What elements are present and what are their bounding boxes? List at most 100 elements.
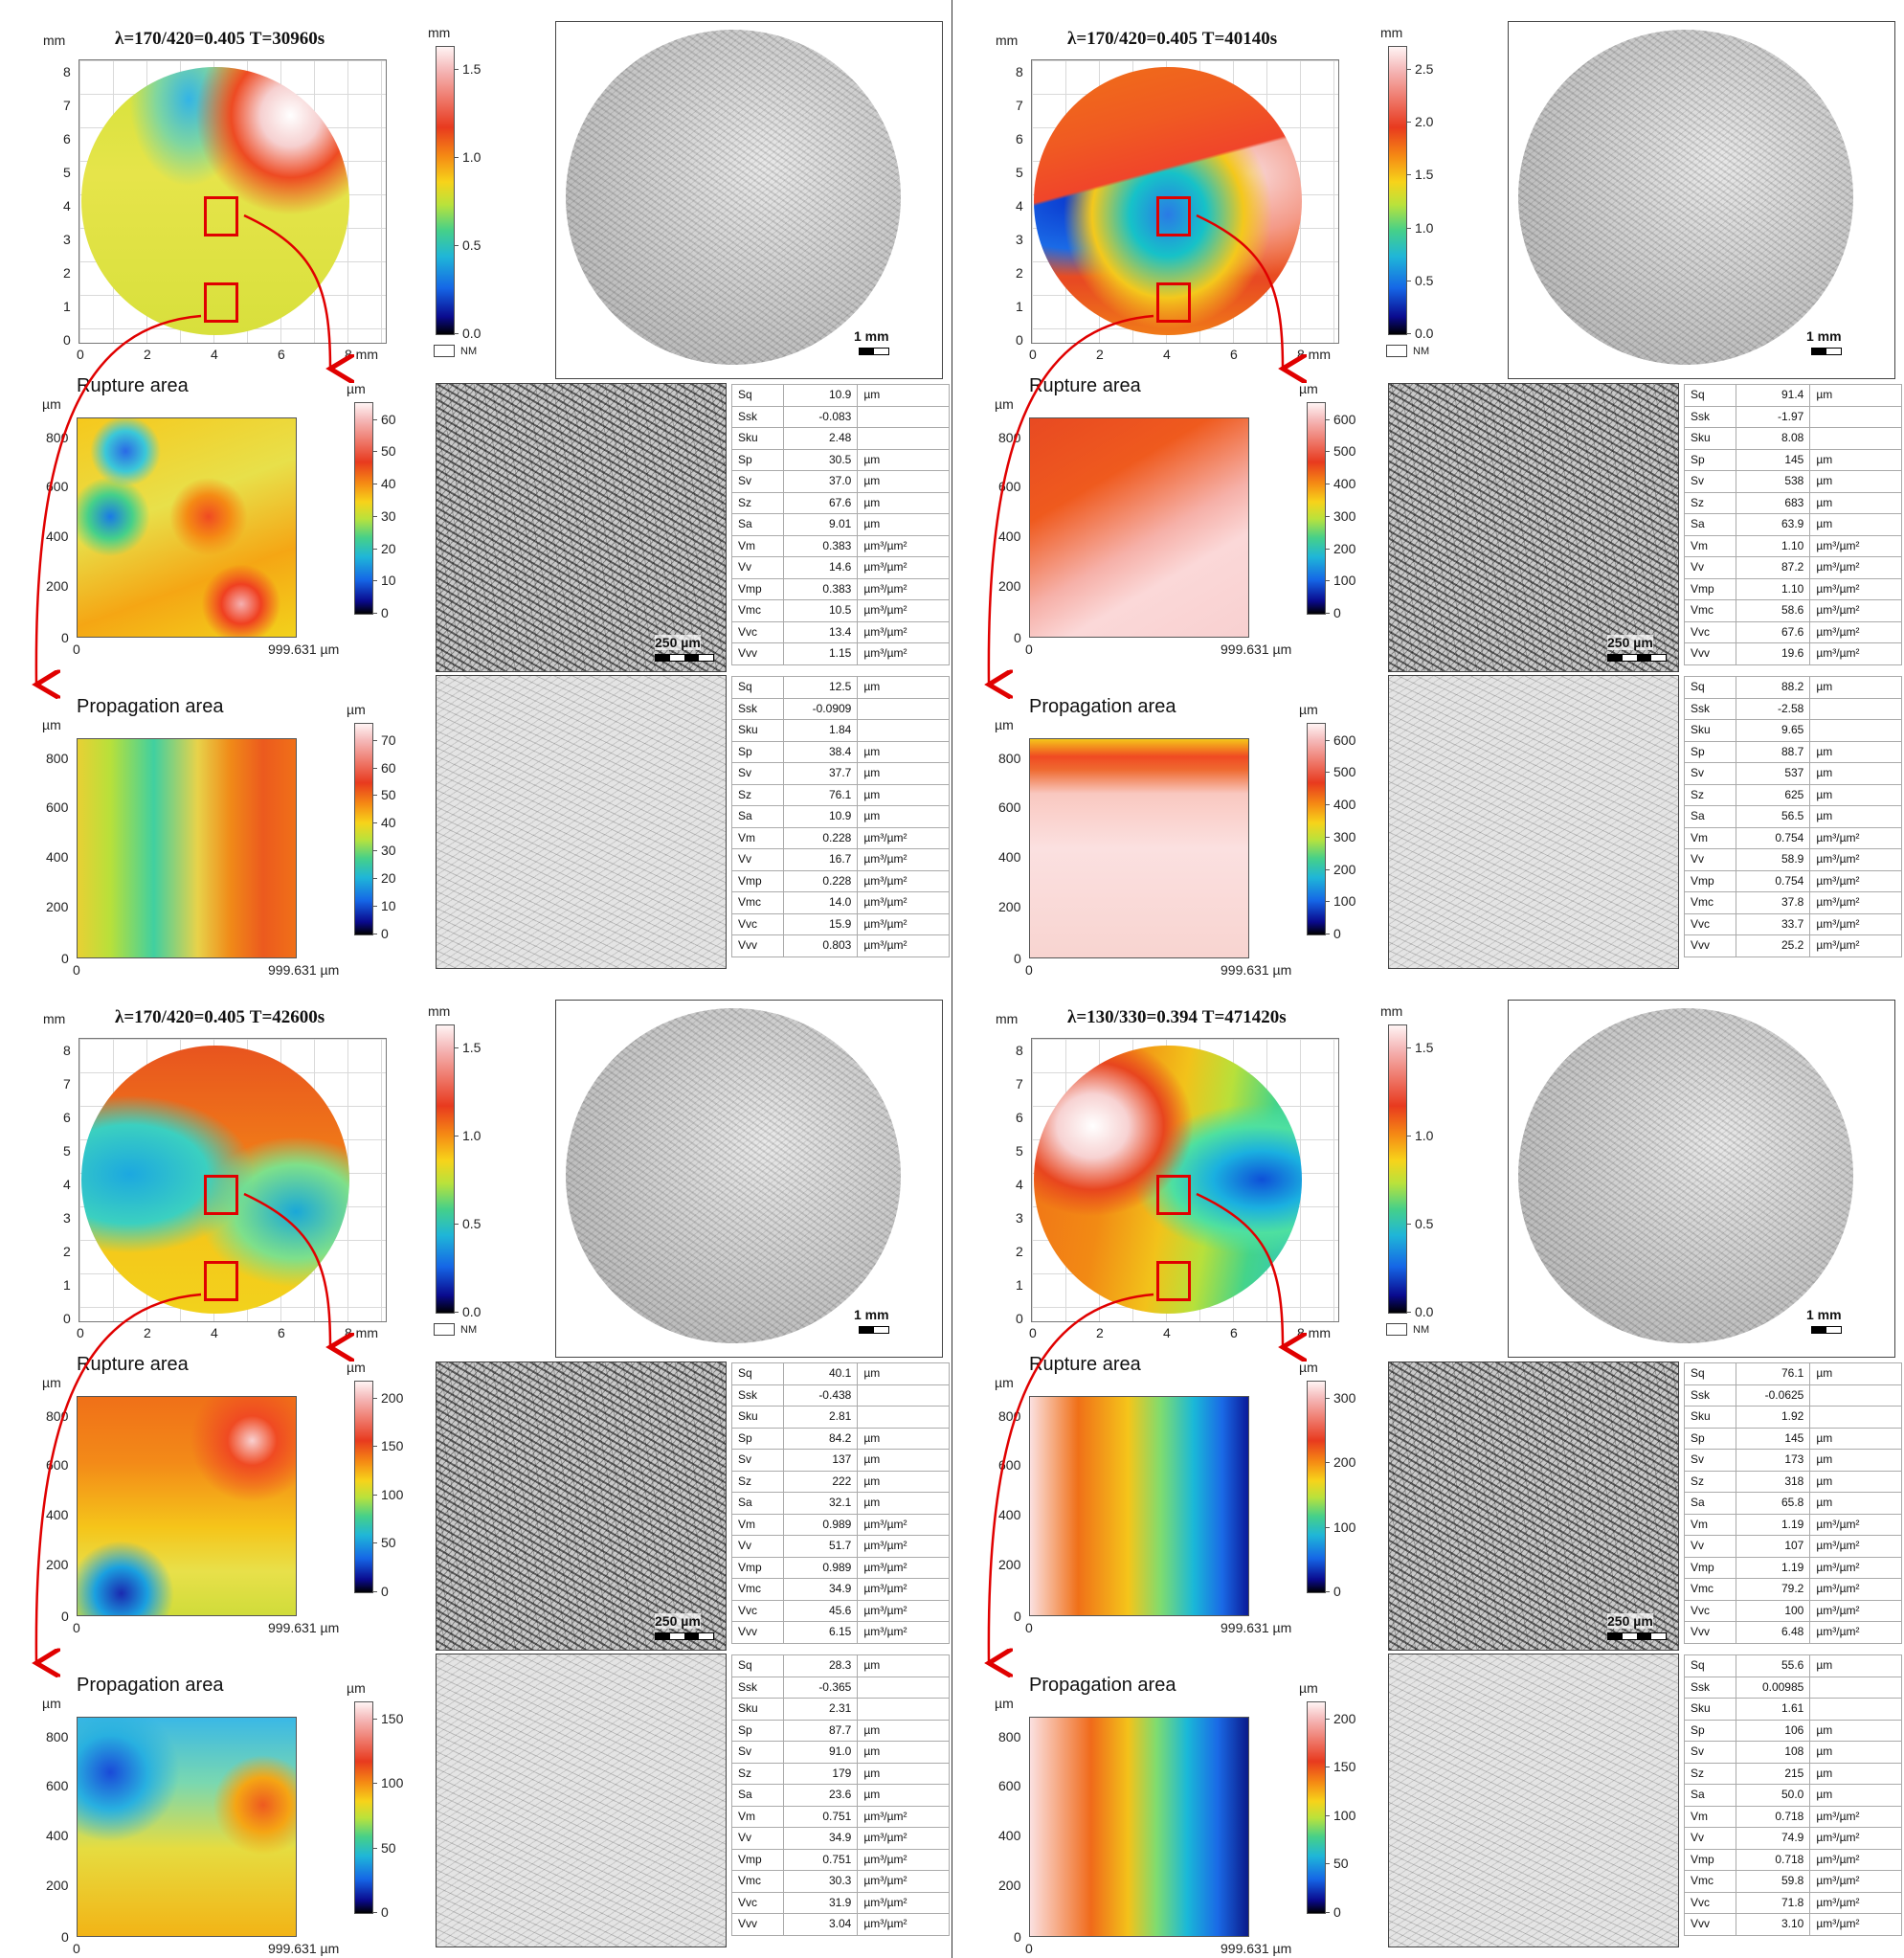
param-unit: µm³/µm²: [857, 912, 950, 935]
param-value: 30.3: [783, 1870, 859, 1893]
colorbar-tick-mark: [1325, 1863, 1330, 1865]
colorbar-tick-mark: [1325, 418, 1330, 420]
param-unit: µm³/µm²: [1809, 869, 1902, 892]
param-value: 108: [1736, 1741, 1811, 1764]
rupture-arrow: [243, 214, 330, 369]
colorbar-tick-label: 30: [381, 507, 396, 524]
param-name: Vvv: [1683, 934, 1737, 957]
area-y-tick: 400: [46, 529, 69, 545]
param-value: 2.81: [783, 1406, 859, 1429]
param-name: Vvv: [1683, 1621, 1737, 1644]
propagation-3d-view: [436, 1654, 727, 1947]
param-row: Sa 50.0 µm: [1683, 1784, 1902, 1807]
colorbar-tick-label: 2.0: [1415, 114, 1434, 130]
colorbar-tick-label: 500: [1333, 443, 1356, 460]
param-row: Vmc 34.9 µm³/µm²: [730, 1578, 950, 1601]
params-table: Sq 40.1 µm Ssk -0.438 Sku 2.81 Sp 84.2 µm Sv 137 µm S…: [730, 1362, 950, 1644]
map-y-tick: 2: [63, 1244, 71, 1259]
param-unit: µm: [1809, 1362, 1902, 1385]
area-y-tick: 0: [61, 1929, 69, 1945]
map-x-tick: 4: [1163, 1325, 1171, 1340]
colorbar-tick-label: 0: [1333, 605, 1341, 620]
colorbar-tick-mark: [1406, 1136, 1411, 1137]
map-y-unit: mm: [996, 1011, 1019, 1026]
param-unit: µm³/µm²: [1809, 534, 1902, 557]
colorbar-tick-mark: [1325, 772, 1330, 774]
area-label: Rupture area: [77, 1354, 189, 1375]
area-unit: µm: [995, 717, 1014, 732]
param-row: Vv 87.2 µm³/µm²: [1683, 556, 1902, 579]
param-unit: µm³/µm²: [857, 534, 950, 557]
colorbar-tick-label: 60: [381, 411, 396, 427]
area-y-tick: 400: [46, 1828, 69, 1844]
param-unit: µm³/µm²: [857, 891, 950, 914]
param-value: 58.9: [1736, 848, 1811, 871]
colorbar-unit: mm: [428, 1003, 451, 1019]
colorbar-tick-mark: [1325, 580, 1330, 582]
area-y-tick: 400: [998, 1507, 1021, 1523]
param-unit: µm³/µm²: [1809, 577, 1902, 600]
param-name: Vmc: [1683, 1578, 1737, 1601]
param-row: Ssk 0.00985: [1683, 1676, 1902, 1699]
colorbar-tick-label: 200: [1333, 540, 1356, 556]
param-row: Sz 683 µm: [1683, 491, 1902, 514]
map-y-tick: 5: [1016, 165, 1023, 180]
colorbar-tick-mark: [372, 1542, 377, 1544]
colorbar-tick-label: 0: [381, 605, 389, 620]
param-value: 76.1: [783, 783, 859, 806]
colorbar-unit: µm: [1299, 1360, 1318, 1375]
colorbar-unit: µm: [1299, 381, 1318, 396]
rupture-3d-view: 250 µm: [436, 1362, 727, 1651]
colorbar-tick-label: 0.5: [1415, 272, 1434, 288]
colorbar-tick-label: 200: [1333, 1454, 1356, 1471]
colorbar-unit: µm: [347, 1680, 366, 1696]
param-row: Vvv 0.803 µm³/µm²: [730, 934, 950, 957]
param-name: Vvv: [730, 1913, 785, 1936]
param-unit: µm³/µm²: [857, 577, 950, 600]
param-unit: µm³/µm²: [857, 1513, 950, 1536]
rupture-roi-box: [204, 196, 238, 236]
colorbar-tick-mark: [1325, 901, 1330, 903]
map-y-tick: 5: [1016, 1143, 1023, 1159]
map-x-tick: 0: [1029, 347, 1037, 362]
colorbar: [1307, 402, 1326, 615]
area-x-tick-start: 0: [1025, 641, 1033, 657]
param-unit: µm³/µm²: [857, 1805, 950, 1828]
param-value: -2.58: [1736, 697, 1811, 720]
area-x-tick-end: 999.631 µm: [268, 1620, 340, 1635]
surface-heatmap: [77, 1396, 297, 1616]
param-row: Ssk -0.0625: [1683, 1384, 1902, 1407]
colorbar-tick-label: 40: [381, 815, 396, 831]
param-value: 6.15: [783, 1621, 859, 1644]
params-table: Sq 12.5 µm Ssk -0.0909 Sku 1.84 Sp 38.4 µm Sv 37.7 µ…: [730, 676, 950, 957]
param-value: 51.7: [783, 1535, 859, 1558]
colorbar-tick-mark: [372, 515, 377, 517]
param-row: Sz 318 µm: [1683, 1470, 1902, 1493]
map-y-tick: 6: [1016, 131, 1023, 146]
param-row: Sa 23.6 µm: [730, 1784, 950, 1807]
map-x-tick: 0: [1029, 1325, 1037, 1340]
colorbar-unit: µm: [1299, 702, 1318, 717]
map-y-tick: 2: [63, 265, 71, 281]
nm-swatch: [434, 1323, 455, 1336]
area-label: Rupture area: [1029, 375, 1141, 396]
param-name: Sq: [730, 1362, 785, 1385]
params-table: Sq 28.3 µm Ssk -0.365 Sku 2.31 Sp 87.7 µm Sv 91.0 µm…: [730, 1654, 950, 1936]
param-value: -0.083: [783, 405, 859, 428]
colorbar: [1307, 1701, 1326, 1914]
colorbar-tick-label: 0: [381, 1584, 389, 1599]
area-unit: µm: [42, 1375, 61, 1390]
param-name: Vvv: [730, 1621, 785, 1644]
param-row: Ssk -0.365: [730, 1676, 950, 1699]
param-row: Sz 222 µm: [730, 1470, 950, 1493]
colorbar-tick-label: 70: [381, 731, 396, 748]
map-y-tick: 7: [1016, 1076, 1023, 1092]
colorbar-tick-label: 1.0: [462, 149, 482, 165]
panel-title: λ=170/420=0.405 T=42600s: [115, 1007, 325, 1027]
map-y-tick: 1: [1016, 1277, 1023, 1293]
figure-panel: λ=170/420=0.405 T=42600s mm 0 1 2 3 4 5 6 7 8 0 2 4 6 8…: [0, 979, 952, 1957]
area-unit: µm: [42, 717, 61, 732]
area-x-tick-end: 999.631 µm: [268, 641, 340, 657]
param-name: Vv: [1683, 1827, 1737, 1850]
colorbar-tick-label: 10: [381, 898, 396, 914]
